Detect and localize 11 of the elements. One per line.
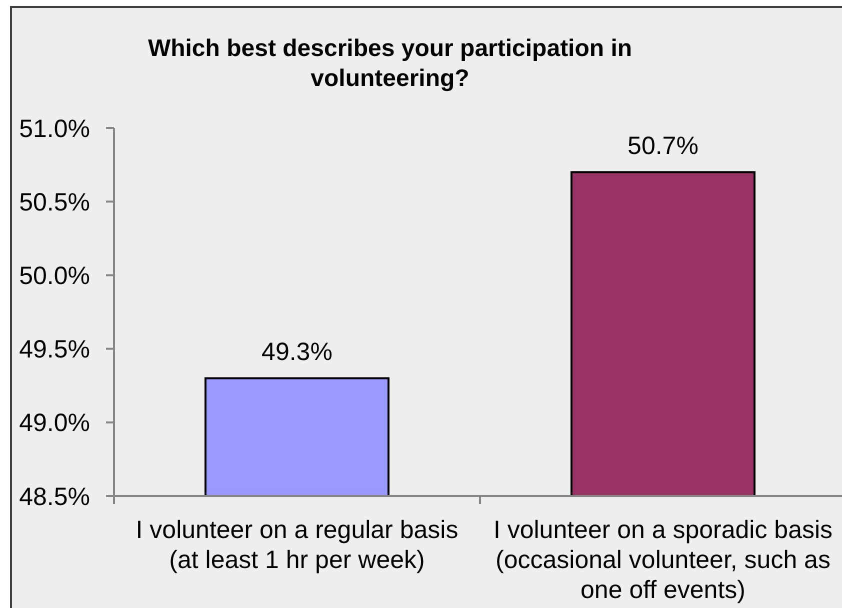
x-tick-label: I volunteer on a sporadic basis (occasional volunteer, such as one off events) <box>493 516 833 604</box>
y-tick-label: 50.5% <box>19 188 90 216</box>
data-label: 49.3% <box>262 338 332 366</box>
chart-title: Which best describes your participation in volunteering? <box>148 35 632 92</box>
x-tick-label: I volunteer on a regular basis (at least 1 hr per week) <box>136 516 458 574</box>
y-tick-label: 51.0% <box>19 114 90 143</box>
y-tick-label: 48.5% <box>19 482 90 511</box>
data-label: 50.7% <box>628 132 698 160</box>
y-tick-label: 49.5% <box>19 336 90 364</box>
y-tick-label: 49.0% <box>19 409 90 438</box>
y-tick-label: 50.0% <box>19 262 90 290</box>
